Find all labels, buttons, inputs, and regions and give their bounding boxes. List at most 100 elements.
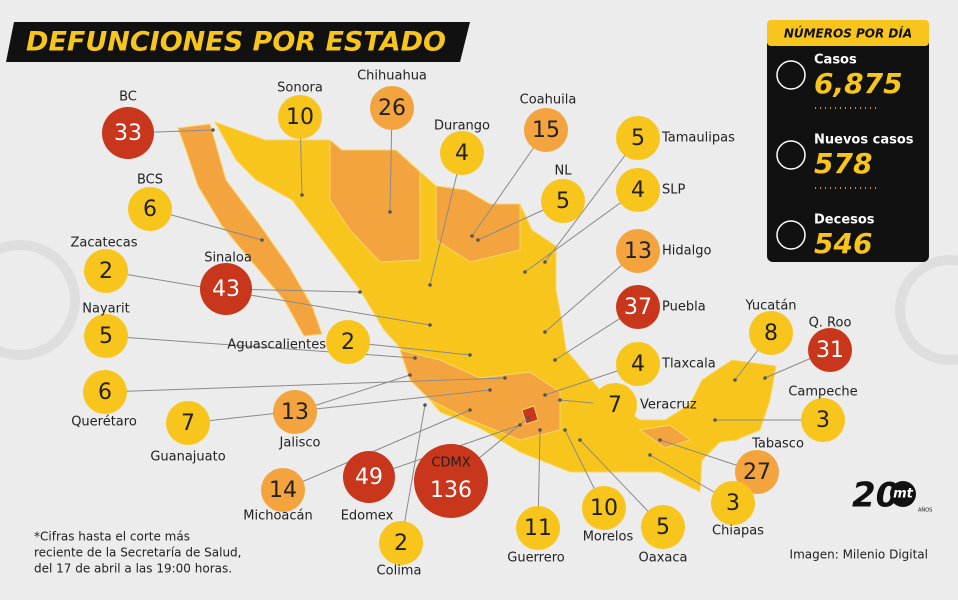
state-name: Oaxaca bbox=[639, 551, 688, 566]
leader-dot bbox=[763, 376, 767, 380]
state-deaths: 4 bbox=[631, 352, 645, 377]
state-callout: Tamaulipas 5 bbox=[616, 116, 735, 160]
leader-dot bbox=[543, 260, 547, 264]
leader-dot bbox=[428, 283, 432, 287]
state-deaths: 13 bbox=[624, 239, 652, 264]
leader-dot bbox=[423, 403, 427, 407]
leader-dot bbox=[553, 358, 557, 362]
state-deaths: 5 bbox=[656, 515, 670, 540]
state-deaths: 5 bbox=[631, 126, 645, 151]
state-circle bbox=[379, 521, 423, 565]
title-background bbox=[6, 22, 470, 62]
leader-dot bbox=[408, 373, 412, 377]
footnote-line: *Cifras hasta el corte más bbox=[34, 530, 190, 544]
leader-line bbox=[104, 377, 506, 393]
state-name: Querétaro bbox=[71, 415, 137, 430]
state-deaths: 3 bbox=[816, 408, 830, 433]
leader-dot bbox=[648, 453, 652, 457]
chihuahua-region bbox=[329, 138, 421, 263]
state-callout: NL 5 bbox=[541, 164, 585, 223]
state-name: Yucatán bbox=[744, 299, 796, 314]
state-circle bbox=[641, 505, 685, 549]
daily-panel: NÚMEROS POR DÍA bbox=[767, 20, 929, 262]
title-banner: DEFUNCIONES POR ESTADO bbox=[6, 22, 470, 62]
state-callout: Nayarit 5 bbox=[82, 302, 130, 358]
center-region bbox=[399, 349, 561, 441]
leader-dot bbox=[578, 438, 582, 442]
state-circle bbox=[440, 131, 484, 175]
state-circle bbox=[83, 370, 127, 414]
state-circle bbox=[593, 383, 637, 427]
state-name: Michoacán bbox=[243, 509, 313, 524]
state-deaths: 3 bbox=[726, 491, 740, 516]
leader-dot bbox=[300, 193, 304, 197]
state-callout: BC 33 bbox=[102, 90, 154, 159]
state-circle bbox=[343, 451, 395, 503]
leader-line bbox=[282, 409, 471, 491]
state-circle bbox=[541, 179, 585, 223]
state-callout: Querétaro 6 bbox=[71, 370, 137, 430]
leader-dot bbox=[733, 378, 737, 382]
background-decor bbox=[0, 240, 958, 365]
leader-line bbox=[544, 137, 639, 263]
state-callout: Chiapas 3 bbox=[711, 481, 764, 539]
state-name: Sonora bbox=[277, 81, 323, 96]
state-circle bbox=[273, 390, 317, 434]
state-callout: Hidalgo 13 bbox=[616, 229, 711, 273]
state-deaths: 4 bbox=[455, 141, 469, 166]
state-deaths: 136 bbox=[430, 478, 472, 503]
state-name: Tlaxcala bbox=[661, 357, 716, 372]
state-name: Nayarit bbox=[82, 302, 129, 317]
state-deaths: 8 bbox=[764, 321, 778, 346]
state-name: Guanajuato bbox=[150, 450, 225, 465]
panel-label: Casos bbox=[814, 53, 857, 68]
state-deaths: 10 bbox=[590, 496, 618, 521]
panel-icon bbox=[776, 140, 806, 170]
state-circle bbox=[414, 444, 488, 518]
state-circle bbox=[278, 95, 322, 139]
state-name: Colima bbox=[377, 564, 422, 579]
state-callout: CDMX 136 bbox=[414, 444, 488, 518]
panel-header bbox=[767, 20, 929, 46]
credit: Imagen: Milenio Digital bbox=[790, 548, 928, 562]
state-deaths: 27 bbox=[743, 460, 771, 485]
state-circle bbox=[801, 398, 845, 442]
state-deaths: 7 bbox=[608, 393, 622, 418]
state-deaths: 43 bbox=[212, 277, 240, 302]
leader-line bbox=[187, 389, 491, 424]
state-name: SLP bbox=[662, 183, 685, 198]
state-circle bbox=[616, 168, 660, 212]
state-deaths: 6 bbox=[143, 197, 157, 222]
state-deaths: 14 bbox=[269, 478, 297, 503]
baja-california bbox=[177, 123, 323, 337]
leader-dot bbox=[526, 416, 530, 420]
leader-dot bbox=[413, 356, 417, 360]
state-callout: Edomex 49 bbox=[341, 451, 395, 524]
state-deaths: 13 bbox=[281, 400, 309, 425]
state-deaths: 2 bbox=[394, 531, 408, 556]
leader-line bbox=[524, 189, 639, 273]
state-name: BC bbox=[119, 90, 137, 105]
leader-dot bbox=[428, 323, 432, 327]
logo-brand: mt bbox=[893, 487, 914, 502]
state-circle bbox=[200, 263, 252, 315]
state-callout: Campeche 3 bbox=[788, 385, 858, 442]
leader-dot bbox=[538, 428, 542, 432]
leader-dot bbox=[476, 238, 480, 242]
state-callout: Guerrero 11 bbox=[507, 506, 565, 566]
state-callout: Sonora 10 bbox=[277, 81, 323, 139]
state-name: Campeche bbox=[788, 385, 857, 400]
state-deaths: 15 bbox=[532, 118, 560, 143]
leader-dot bbox=[518, 423, 522, 427]
state-callout: Tabasco 27 bbox=[735, 437, 804, 494]
panel-icon bbox=[776, 60, 806, 90]
panel-title: NÚMEROS POR DÍA bbox=[784, 26, 912, 41]
state-deaths: 2 bbox=[341, 330, 355, 355]
state-circle bbox=[84, 249, 128, 293]
leader-line bbox=[105, 270, 431, 326]
state-name: NL bbox=[555, 164, 573, 179]
leader-line bbox=[400, 404, 426, 544]
state-deaths: 49 bbox=[355, 465, 383, 490]
leader-line bbox=[429, 152, 463, 286]
